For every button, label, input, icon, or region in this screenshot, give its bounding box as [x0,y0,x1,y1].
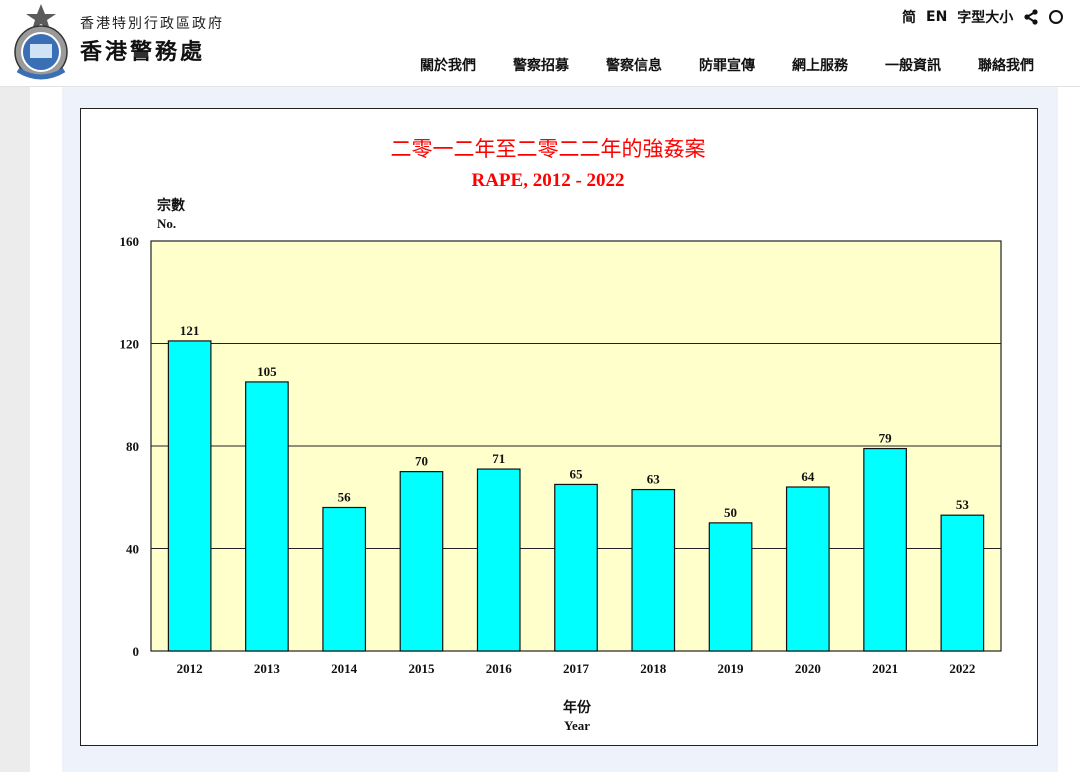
nav-crime-prevention[interactable]: 防罪宣傳 [699,58,755,74]
y-axis-label-en: No. [157,216,176,231]
x-tick-label: 2018 [640,661,667,676]
share-icon[interactable] [1023,9,1039,25]
x-axis-label-en: Year [564,718,590,733]
nav-about-us[interactable]: 關於我們 [420,58,476,74]
x-tick-label: 2015 [408,661,435,676]
x-tick-label: 2020 [795,661,821,676]
bar [554,483,598,652]
bar-value-label: 70 [415,454,428,469]
x-tick-label: 2013 [254,661,281,676]
main-nav: 關於我們 警察招募 警察信息 防罪宣傳 網上服務 一般資訊 聯絡我們 [420,55,1071,75]
y-tick-label: 160 [120,234,140,249]
y-tick-label: 120 [120,337,140,352]
rape-statistics-chart: 二零一二年至二零二二年的強姦案 RAPE, 2012 - 2022 宗數 No.… [80,108,1038,746]
bar [863,447,907,652]
x-tick-label: 2017 [563,661,590,676]
police-emblem-icon[interactable] [8,2,74,82]
x-tick-label: 2014 [331,661,358,676]
bar-value-label: 71 [492,451,505,466]
x-tick-label: 2022 [949,661,975,676]
y-axis-label-zh: 宗數 [157,197,185,214]
y-tick-label: 40 [126,542,139,557]
nav-contact-us[interactable]: 聯絡我們 [978,58,1034,74]
font-size-button[interactable]: 字型大小 [957,10,1014,26]
x-axis-label-zh: 年份 [563,699,592,716]
english-link[interactable]: EN [926,9,948,25]
simplified-chinese-link[interactable]: 简 [902,10,916,26]
bar [245,381,289,652]
bar [476,468,521,652]
nav-general-info[interactable]: 一般資訊 [885,58,941,74]
y-tick-label: 80 [126,439,139,454]
y-tick-label: 0 [133,644,140,659]
bar-value-label: 56 [338,490,352,505]
bar-value-label: 121 [180,323,200,338]
bar-value-label: 79 [879,431,893,446]
bar-value-label: 53 [956,497,970,512]
chart-svg: 二零一二年至二零二二年的強姦案 RAPE, 2012 - 2022 宗數 No.… [120,137,1002,733]
bar-value-label: 105 [257,364,277,379]
bar [167,340,212,652]
search-icon[interactable] [1049,10,1064,24]
x-tick-label: 2012 [177,661,203,676]
utility-bar: 简 EN 字型大小 [902,7,1064,27]
site-header: 香港特別行政區政府 香港警務處 简 EN 字型大小 關於我們 警察招募 警察信息… [0,0,1080,87]
nav-police-info[interactable]: 警察信息 [606,58,662,74]
bar [785,486,830,652]
left-side-strip [0,87,30,772]
nav-online-services[interactable]: 網上服務 [792,58,848,74]
bar [708,522,753,652]
bar-value-label: 63 [647,472,661,487]
x-tick-label: 2019 [718,661,745,676]
bar-value-label: 64 [801,469,815,484]
chart-title-zh: 二零一二年至二零二二年的強姦案 [391,137,706,161]
nav-recruitment[interactable]: 警察招募 [513,58,569,74]
bar-value-label: 50 [724,505,737,520]
bar [631,488,676,652]
bar [322,506,367,652]
chart-title-en: RAPE, 2012 - 2022 [471,170,624,191]
bar-value-label: 65 [570,466,584,481]
bar [940,514,985,652]
org-subtitle: 香港特別行政區政府 [80,16,224,32]
org-title[interactable]: 香港警務處 [80,40,206,65]
x-tick-label: 2016 [486,661,513,676]
x-tick-label: 2021 [872,661,898,676]
bar [399,471,444,652]
